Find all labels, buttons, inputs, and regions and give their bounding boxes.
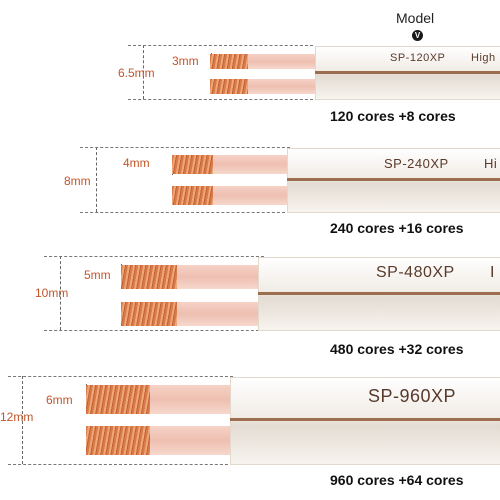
core-count-label: 240 cores +16 cores [330, 220, 464, 236]
insulation [213, 186, 293, 205]
cable-model-code: SP-960XP [368, 386, 457, 406]
outer-dimension-label: 8mm [64, 174, 91, 188]
insulation [248, 79, 320, 94]
outer-dimension-label: 12mm [0, 410, 34, 424]
outer-dimension-line [96, 147, 97, 212]
insulation [177, 265, 263, 289]
inner-dimension-label: 5mm [84, 268, 111, 282]
outer-dimension-label: 10mm [35, 286, 69, 300]
insulation [213, 155, 293, 174]
copper-conductor [210, 54, 248, 69]
dimension-tick [128, 99, 313, 100]
insulation [150, 385, 235, 414]
cable-jacket [230, 377, 500, 465]
inner-dimension-label: 6mm [46, 393, 73, 407]
core-count-label: 480 cores +32 cores [330, 341, 464, 357]
cable-model-code: SP-240XP [384, 156, 449, 171]
cable-print-text: High [471, 52, 496, 64]
copper-conductor [172, 155, 213, 174]
outer-dimension-label: 6.5mm [118, 66, 155, 80]
insulation [177, 302, 263, 326]
jacket-seam [287, 178, 500, 181]
dimension-tick [44, 256, 264, 257]
jacket-seam [315, 71, 500, 74]
insulation [248, 54, 320, 69]
cable-model-code: SP-480XP [376, 264, 455, 281]
dimension-tick [80, 147, 290, 148]
model-label: Model [396, 10, 435, 26]
jacket-seam [230, 418, 500, 421]
dimension-tick [44, 330, 264, 331]
copper-conductor [121, 302, 177, 326]
outer-dimension-line [60, 256, 61, 330]
outer-dimension-line [22, 376, 23, 464]
model-indicator-icon: V [412, 30, 423, 41]
dimension-tick [128, 45, 313, 46]
copper-conductor [86, 426, 150, 455]
dimension-tick [8, 464, 233, 465]
dimension-tick [8, 376, 233, 377]
dimension-tick [80, 212, 290, 213]
outer-dimension-line [143, 45, 144, 99]
cable-print-text: Hi [484, 156, 498, 171]
copper-conductor [172, 186, 213, 205]
copper-conductor [210, 79, 248, 94]
copper-conductor [121, 265, 177, 289]
cable-print-text: I [490, 264, 495, 281]
core-count-label: 960 cores +64 cores [330, 472, 464, 488]
copper-conductor [86, 385, 150, 414]
core-count-label: 120 cores +8 cores [330, 108, 456, 124]
insulation [150, 426, 235, 455]
cable-model-code: SP-120XP [390, 52, 446, 64]
jacket-seam [258, 292, 500, 295]
inner-dimension-label: 3mm [172, 54, 199, 68]
inner-dimension-label: 4mm [123, 156, 150, 170]
